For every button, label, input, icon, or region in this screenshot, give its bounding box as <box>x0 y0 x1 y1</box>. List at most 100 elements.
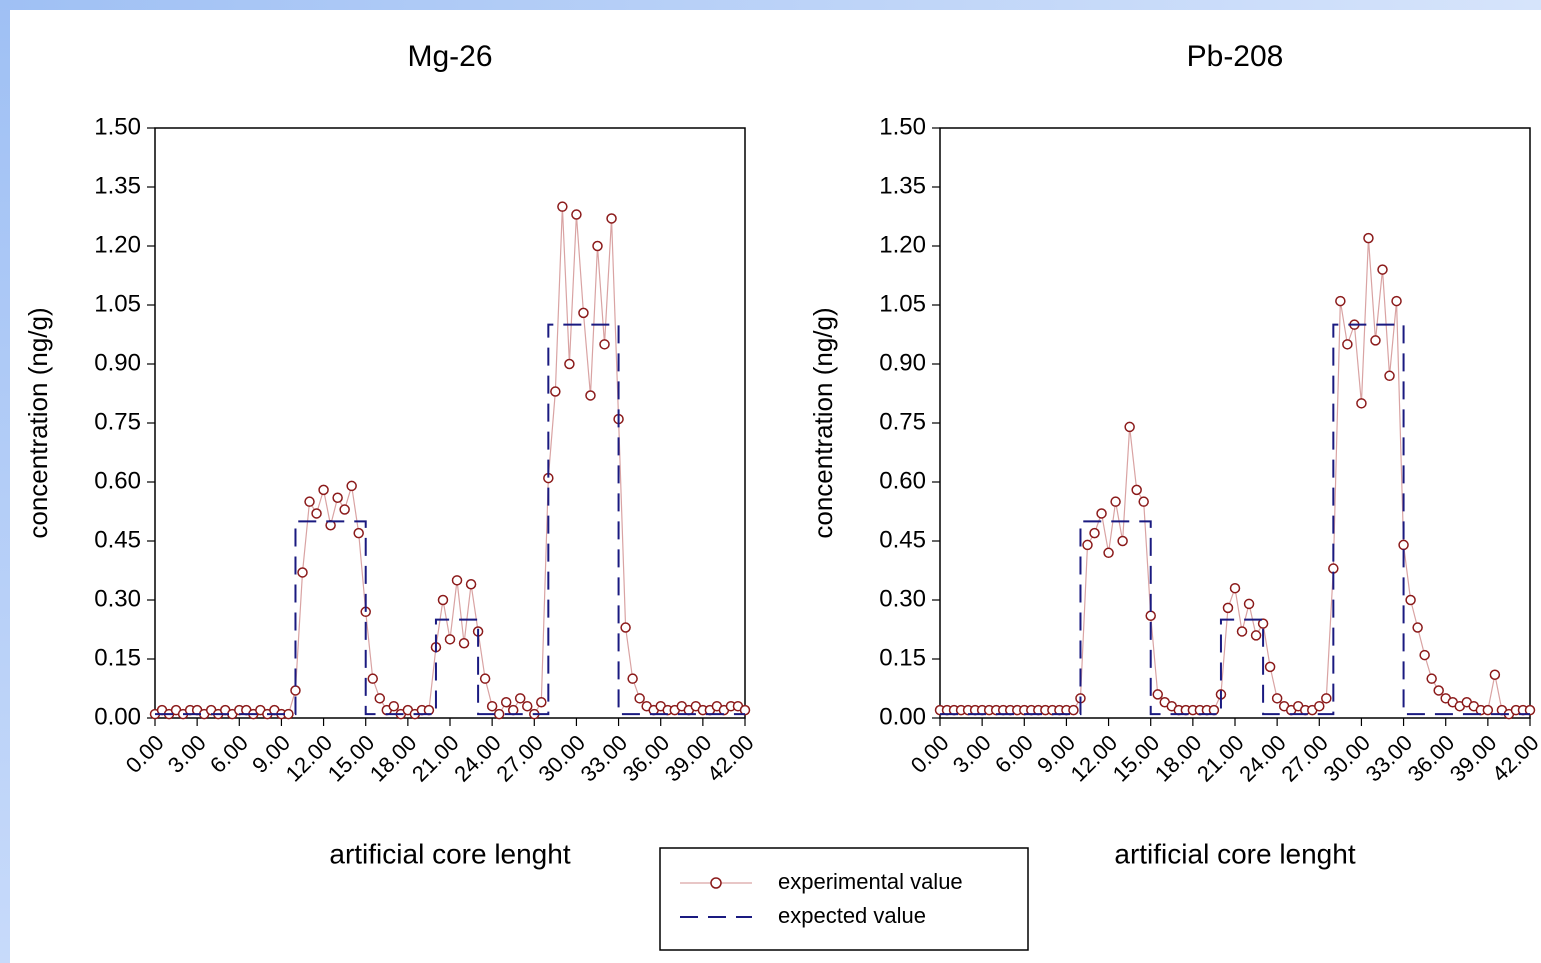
data-point <box>1110 496 1121 507</box>
y-tick-label: 1.20 <box>879 231 926 258</box>
data-point <box>1377 264 1388 275</box>
x-tick-label: 18.00 <box>1150 730 1207 787</box>
x-tick-label: 15.00 <box>1108 730 1165 787</box>
data-point <box>1068 704 1079 716</box>
data-point <box>1419 649 1430 661</box>
data-point <box>1412 622 1423 633</box>
data-point <box>500 697 512 708</box>
data-point <box>606 213 617 224</box>
y-tick-label: 0.75 <box>94 408 141 435</box>
x-axis-label: artificial core lenght <box>1114 838 1355 869</box>
data-point <box>367 673 378 684</box>
data-point <box>1335 295 1346 307</box>
x-tick-label: 42.00 <box>702 730 759 787</box>
data-point <box>578 307 589 319</box>
expected-line <box>155 323 745 716</box>
data-point <box>1103 547 1114 559</box>
data-point <box>1384 370 1395 382</box>
experimental-line <box>940 238 1530 715</box>
y-axis-label: concentration (ng/g) <box>808 307 838 538</box>
x-tick-label: 27.00 <box>491 730 548 787</box>
data-point <box>522 700 533 712</box>
data-point <box>311 508 322 519</box>
data-point <box>283 708 294 720</box>
y-tick-label: 0.60 <box>94 467 141 494</box>
data-point <box>514 693 526 704</box>
y-tick-label: 0.00 <box>879 703 926 730</box>
data-point <box>599 339 610 350</box>
x-tick-label: 3.00 <box>163 730 211 778</box>
data-point <box>297 567 308 578</box>
x-tick-label: 6.00 <box>990 730 1038 778</box>
y-tick-label: 0.15 <box>879 644 926 671</box>
y-tick-label: 1.50 <box>94 113 141 140</box>
data-point <box>1117 535 1128 547</box>
data-point <box>571 209 582 220</box>
data-point <box>290 685 301 696</box>
y-tick-label: 0.45 <box>94 526 141 553</box>
data-point <box>557 201 568 212</box>
data-point <box>585 390 596 401</box>
x-tick-label: 0.00 <box>906 730 954 778</box>
data-point <box>1152 689 1163 700</box>
x-tick-label: 42.00 <box>1487 730 1541 787</box>
x-tick-label: 39.00 <box>660 730 717 787</box>
data-point <box>1271 693 1283 704</box>
data-point <box>374 693 386 704</box>
x-tick-label: 27.00 <box>1276 730 1333 787</box>
data-point <box>465 579 477 590</box>
plot-frame <box>154 127 746 719</box>
y-tick-label: 1.05 <box>94 290 141 317</box>
x-tick-label: 30.00 <box>533 730 590 787</box>
data-point <box>1124 421 1135 433</box>
x-tick-label: 33.00 <box>1361 730 1418 787</box>
y-tick-label: 0.45 <box>879 526 926 553</box>
x-tick-label: 24.00 <box>1234 730 1291 787</box>
data-point <box>479 673 491 684</box>
data-point <box>1405 594 1416 606</box>
legend: experimental value expected value <box>659 847 1029 951</box>
x-tick-label: 36.00 <box>1403 730 1460 787</box>
y-axis-label: concentration (ng/g) <box>23 307 53 538</box>
data-point <box>1243 598 1255 610</box>
legend-marker <box>710 877 722 889</box>
left-band <box>0 0 10 963</box>
data-point <box>634 693 645 704</box>
data-point <box>318 484 329 496</box>
data-point <box>564 358 575 370</box>
x-tick-label: 3.00 <box>948 730 996 778</box>
y-tick-label: 0.90 <box>879 349 926 376</box>
legend-box <box>659 847 1029 951</box>
data-point <box>1145 610 1156 621</box>
y-tick-label: 1.05 <box>879 290 926 317</box>
x-tick-label: 33.00 <box>576 730 633 787</box>
x-tick-label: 0.00 <box>121 730 169 778</box>
data-point <box>437 594 449 606</box>
data-point <box>1082 539 1093 551</box>
data-point <box>444 634 456 645</box>
data-point <box>592 240 603 252</box>
data-point <box>1138 496 1149 507</box>
plot-frame <box>939 127 1531 719</box>
x-tick-label: 30.00 <box>1318 730 1375 787</box>
y-tick-label: 0.15 <box>94 644 141 671</box>
data-point <box>1391 295 1402 307</box>
y-tick-label: 0.60 <box>879 467 926 494</box>
data-point <box>353 527 364 539</box>
data-point <box>627 673 638 684</box>
data-point <box>1398 539 1409 551</box>
data-point <box>1096 508 1107 519</box>
y-tick-label: 1.35 <box>879 172 926 199</box>
y-tick-label: 1.20 <box>94 231 141 258</box>
x-tick-label: 39.00 <box>1445 730 1502 787</box>
data-point <box>493 708 505 720</box>
x-tick-label: 36.00 <box>618 730 675 787</box>
data-point <box>486 700 498 712</box>
data-point <box>620 622 631 633</box>
data-point <box>1370 335 1381 346</box>
data-point <box>536 697 547 708</box>
data-point <box>332 492 343 503</box>
chart-title: Mg-26 <box>407 40 492 73</box>
